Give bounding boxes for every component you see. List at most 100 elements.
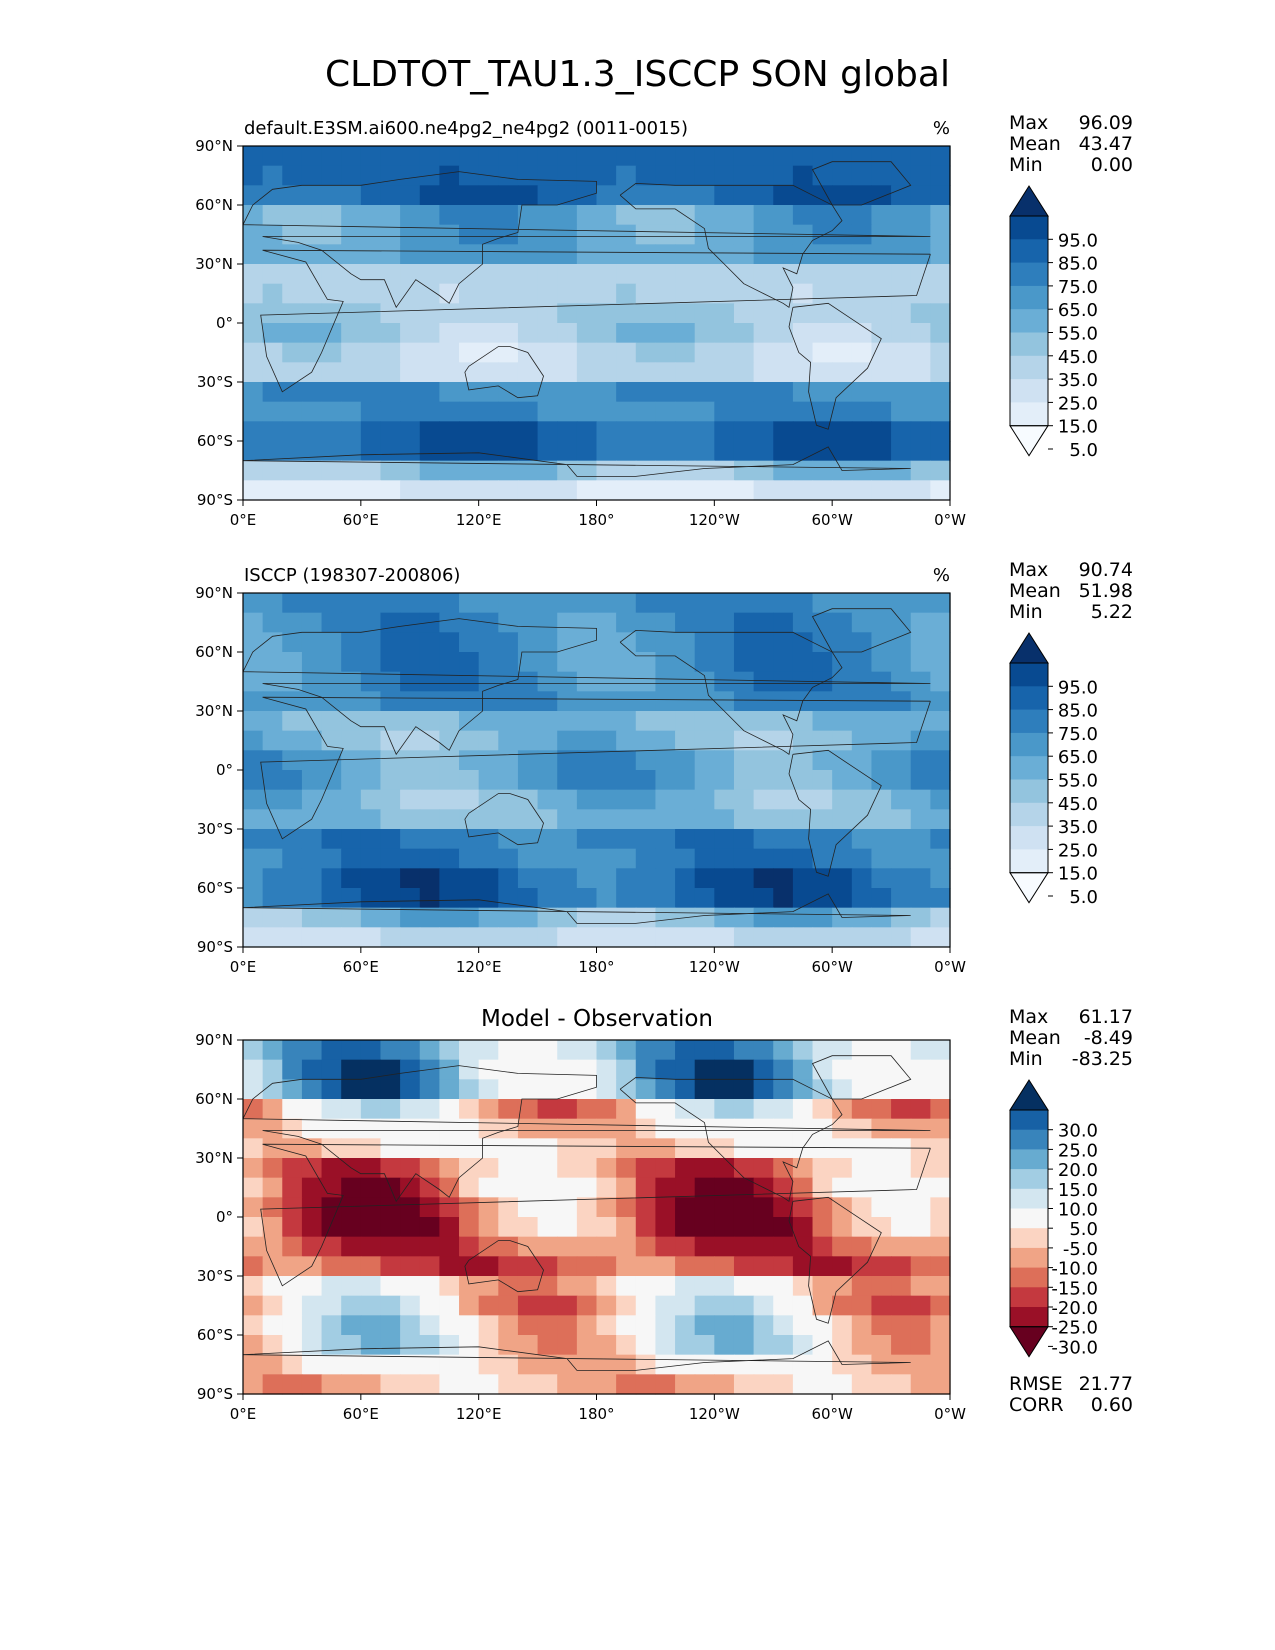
map-cell-obs [459,809,480,830]
map-cell-obs [557,593,578,614]
y-tick-label-obs: 90°S [197,938,233,956]
map-cell-obs [576,593,598,614]
map-cell-model [537,185,558,206]
map-cell-diff [360,1236,382,1257]
x-tick-label-obs: 0°E [230,958,257,976]
y-tick-label-model: 30°N [195,255,233,273]
map-cell-obs [891,593,912,614]
map-cell-obs [694,691,715,712]
map-cell-diff [616,1295,637,1316]
map-cell-obs [812,927,833,948]
map-cell-diff [380,1118,401,1139]
map-cell-model [282,441,303,462]
map-cell-diff [576,1099,598,1120]
map-cell-model [459,480,480,501]
x-tick-label-diff: 120°E [456,1405,502,1423]
map-cell-model [773,323,794,344]
map-cell-diff [341,1118,362,1139]
map-cell-obs [910,593,931,614]
colorbar-segment-obs [1010,709,1048,734]
map-cell-obs [733,652,755,673]
map-cell-model [655,342,676,363]
map-cell-obs [851,868,873,889]
map-cell-diff [655,1236,676,1257]
map-cell-diff [714,1177,735,1198]
map-cell-model [832,244,853,265]
map-cell-obs [596,888,617,909]
map-cell-obs [655,907,676,928]
map-cell-obs [910,848,931,869]
map-cell-obs [773,829,794,850]
figure-title: CLDTOT_TAU1.3_ISCCP SON global [325,54,950,95]
map-cell-obs [576,848,598,869]
map-cell-model [557,401,578,422]
map-cell-model [243,264,264,285]
map-cell-model [891,401,912,422]
map-cell-model [576,342,598,363]
map-cell-obs [655,809,676,830]
map-cell-model [792,421,814,442]
map-cell-model [812,441,833,462]
map-cell-obs [301,711,323,732]
map-cell-obs [596,671,617,692]
map-cell-model [596,205,617,226]
map-cell-obs [694,652,715,673]
map-cell-model [930,185,951,206]
map-cell-model [517,224,539,245]
map-cell-diff [812,1335,833,1356]
map-cell-model [733,224,755,245]
map-cell-diff [694,1158,715,1179]
map-cell-obs [832,711,853,732]
map-cell-diff [851,1374,873,1395]
map-cell-model [832,401,853,422]
map-cell-model [616,460,637,481]
map-cell-model [459,342,480,363]
map-cell-model [733,146,755,167]
map-cell-obs [596,809,617,830]
map-cell-diff [773,1177,794,1198]
map-cell-diff [400,1138,421,1159]
map-cell-model [812,342,833,363]
map-cell-model [812,460,833,481]
map-cell-model [733,323,755,344]
map-cell-diff [478,1040,499,1061]
map-cell-model [243,323,264,344]
map-cell-obs [301,691,323,712]
map-cell-model [360,244,382,265]
map-cell-obs [301,809,323,830]
map-cell-model [321,146,342,167]
map-cell-obs [871,829,892,850]
map-cell-obs [655,789,676,810]
map-cell-model [243,441,264,462]
map-cell-diff [400,1217,421,1238]
map-cell-diff [832,1177,853,1198]
map-cell-obs [596,632,617,653]
map-cell-diff [439,1256,460,1277]
map-cell-obs [812,750,833,771]
map-cell-model [517,165,539,186]
colorbar-tick-label-model: 25.0 [1058,393,1098,414]
map-cell-obs [891,770,912,791]
map-cell-obs [851,789,873,810]
map-cell-model [576,146,598,167]
map-cell-obs [498,730,519,751]
map-cell-diff [930,1138,951,1159]
stat-min-diff: Min -83.25 [1009,1048,1133,1070]
map-cell-diff [753,1099,774,1120]
map-cell-obs [891,730,912,751]
map-cell-obs [243,671,264,692]
map-cell-obs [675,593,696,614]
x-tick-label-obs: 60°E [343,958,379,976]
map-cell-obs [517,907,539,928]
map-cell-obs [439,750,460,771]
map-cell-obs [537,730,558,751]
map-cell-model [537,224,558,245]
map-cell-model [419,185,440,206]
map-cell-model [675,264,696,285]
map-cell-obs [419,593,440,614]
map-cell-diff [321,1374,342,1395]
colorbar-tick-label-model: 55.0 [1058,324,1098,345]
map-cell-model [439,421,460,442]
map-cell-model [694,323,715,344]
map-cell-obs [714,612,735,633]
